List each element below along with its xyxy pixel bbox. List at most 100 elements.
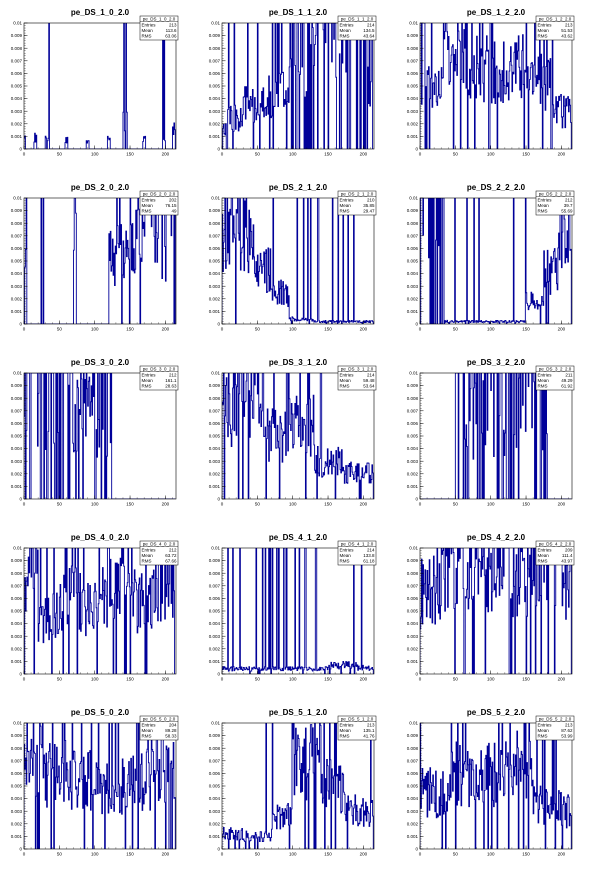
- y-tick-label: 0.006: [209, 771, 221, 776]
- y-tick-label: 0.006: [11, 421, 23, 426]
- stats-box: [337, 15, 377, 41]
- stats-label: Mean: [142, 203, 154, 208]
- stats-value: 49.29: [561, 378, 573, 383]
- x-tick-label: 0: [419, 677, 422, 682]
- y-tick-label: 0.004: [209, 446, 221, 451]
- x-tick-label: 50: [57, 502, 63, 507]
- x-tick-label: 0: [221, 852, 224, 857]
- y-tick-label: 0.009: [209, 558, 221, 563]
- stats-box: [535, 540, 575, 566]
- stats-label: Entries: [340, 548, 355, 553]
- y-tick-label: 0.002: [407, 296, 419, 301]
- stats-box: [535, 715, 575, 741]
- stats-title: pe_DS_2_1_2.0: [341, 191, 374, 196]
- x-tick-label: 100: [289, 152, 297, 157]
- x-tick-label: 100: [91, 677, 99, 682]
- x-tick-label: 200: [360, 677, 368, 682]
- stats-label: Entries: [340, 373, 355, 378]
- stats-value: 63.72: [165, 553, 177, 558]
- stats-label: Mean: [142, 28, 154, 33]
- panel-title: pe_DS_2_0_2.0: [71, 183, 130, 192]
- x-tick-label: 150: [522, 852, 530, 857]
- x-tick-label: 0: [221, 327, 224, 332]
- stats-value: 49: [171, 209, 177, 214]
- y-tick-label: 0.01: [409, 21, 418, 26]
- x-tick-label: 200: [360, 327, 368, 332]
- stats-box: [139, 540, 179, 566]
- y-tick-label: 0.003: [11, 109, 23, 114]
- histogram-line: [420, 373, 572, 499]
- stats-label: Entries: [142, 23, 157, 28]
- y-tick-label: 0.003: [407, 284, 419, 289]
- stats-title: pe_DS_4_1_2.0: [341, 541, 374, 546]
- stats-value: 214: [367, 373, 375, 378]
- histogram-panel: pe_DS_3_0_2.0 0 0.001 0.002 0.003 0.004 0.005 0…: [11, 358, 179, 507]
- y-tick-label: 0.01: [211, 371, 220, 376]
- y-tick-label: 0.01: [13, 196, 22, 201]
- stats-value: 133.8: [363, 553, 375, 558]
- stats-value: 213: [367, 723, 375, 728]
- panel-title: pe_DS_2_1_2.0: [269, 183, 328, 192]
- stats-box: [337, 715, 377, 741]
- y-tick-label: 0.003: [407, 459, 419, 464]
- y-tick-label: 0.002: [11, 471, 23, 476]
- y-tick-label: 0.005: [209, 259, 221, 264]
- stats-value: 87.62: [561, 728, 573, 733]
- stats-label: RMS: [538, 34, 548, 39]
- stats-label: Entries: [538, 373, 553, 378]
- y-tick-label: 0.009: [209, 383, 221, 388]
- x-tick-label: 0: [221, 502, 224, 507]
- y-tick-label: 0.002: [209, 121, 221, 126]
- stats-box: [337, 190, 377, 216]
- x-tick-label: 150: [126, 677, 134, 682]
- y-tick-label: 0.008: [11, 396, 23, 401]
- y-tick-label: 0.004: [407, 271, 419, 276]
- x-tick-label: 100: [487, 502, 495, 507]
- y-tick-label: 0.004: [407, 96, 419, 101]
- y-tick-label: 0.002: [407, 646, 419, 651]
- stats-label: RMS: [340, 384, 350, 389]
- y-tick-label: 0.008: [407, 396, 419, 401]
- y-tick-label: 0.004: [11, 446, 23, 451]
- y-tick-label: 0.006: [407, 71, 419, 76]
- stats-value: 213: [169, 23, 177, 28]
- y-tick-label: 0.009: [209, 208, 221, 213]
- y-tick-label: 0.007: [209, 408, 221, 413]
- panel-title: pe_DS_1_2_2.0: [467, 8, 526, 17]
- stats-label: RMS: [340, 34, 350, 39]
- stats-label: Mean: [538, 203, 550, 208]
- stats-value: 202: [169, 198, 177, 203]
- y-tick-label: 0.001: [209, 134, 221, 139]
- stats-label: Mean: [340, 28, 352, 33]
- y-tick-label: 0.005: [407, 609, 419, 614]
- stats-title: pe_DS_2_2_2.0: [539, 191, 572, 196]
- histogram-panel: pe_DS_1_1_2.0 0 0.001 0.002 0.003 0.004 0.005 0…: [209, 8, 377, 157]
- y-tick-label: 0.01: [13, 371, 22, 376]
- stats-value: 43.64: [363, 34, 375, 39]
- stats-value: 61.92: [561, 384, 573, 389]
- stats-label: Mean: [340, 728, 352, 733]
- histogram-line: [222, 198, 374, 324]
- y-tick-label: 0: [415, 322, 418, 327]
- x-tick-label: 200: [360, 852, 368, 857]
- x-tick-label: 100: [289, 327, 297, 332]
- y-tick-label: 0.001: [209, 484, 221, 489]
- y-tick-label: 0.01: [409, 371, 418, 376]
- histogram-panel: pe_DS_2_1_2.0 0 0.001 0.002 0.003 0.004 0.005 0…: [209, 183, 377, 332]
- x-tick-label: 150: [324, 327, 332, 332]
- panel-title: pe_DS_1_1_2.0: [269, 8, 328, 17]
- stats-box: [337, 365, 377, 391]
- stats-value: 113.6: [166, 28, 177, 33]
- y-tick-label: 0.005: [209, 434, 221, 439]
- x-tick-label: 150: [126, 502, 134, 507]
- stats-title: pe_DS_1_1_2.0: [341, 16, 374, 21]
- stats-box: [535, 365, 575, 391]
- stats-title: pe_DS_5_1_2.0: [341, 716, 374, 721]
- y-tick-label: 0.006: [209, 596, 221, 601]
- stats-value: 212: [565, 198, 573, 203]
- y-tick-label: 0.003: [11, 634, 23, 639]
- stats-title: pe_DS_3_2_2.0: [539, 366, 572, 371]
- y-tick-label: 0.008: [209, 571, 221, 576]
- y-tick-label: 0.009: [11, 383, 23, 388]
- stats-label: Mean: [142, 553, 154, 558]
